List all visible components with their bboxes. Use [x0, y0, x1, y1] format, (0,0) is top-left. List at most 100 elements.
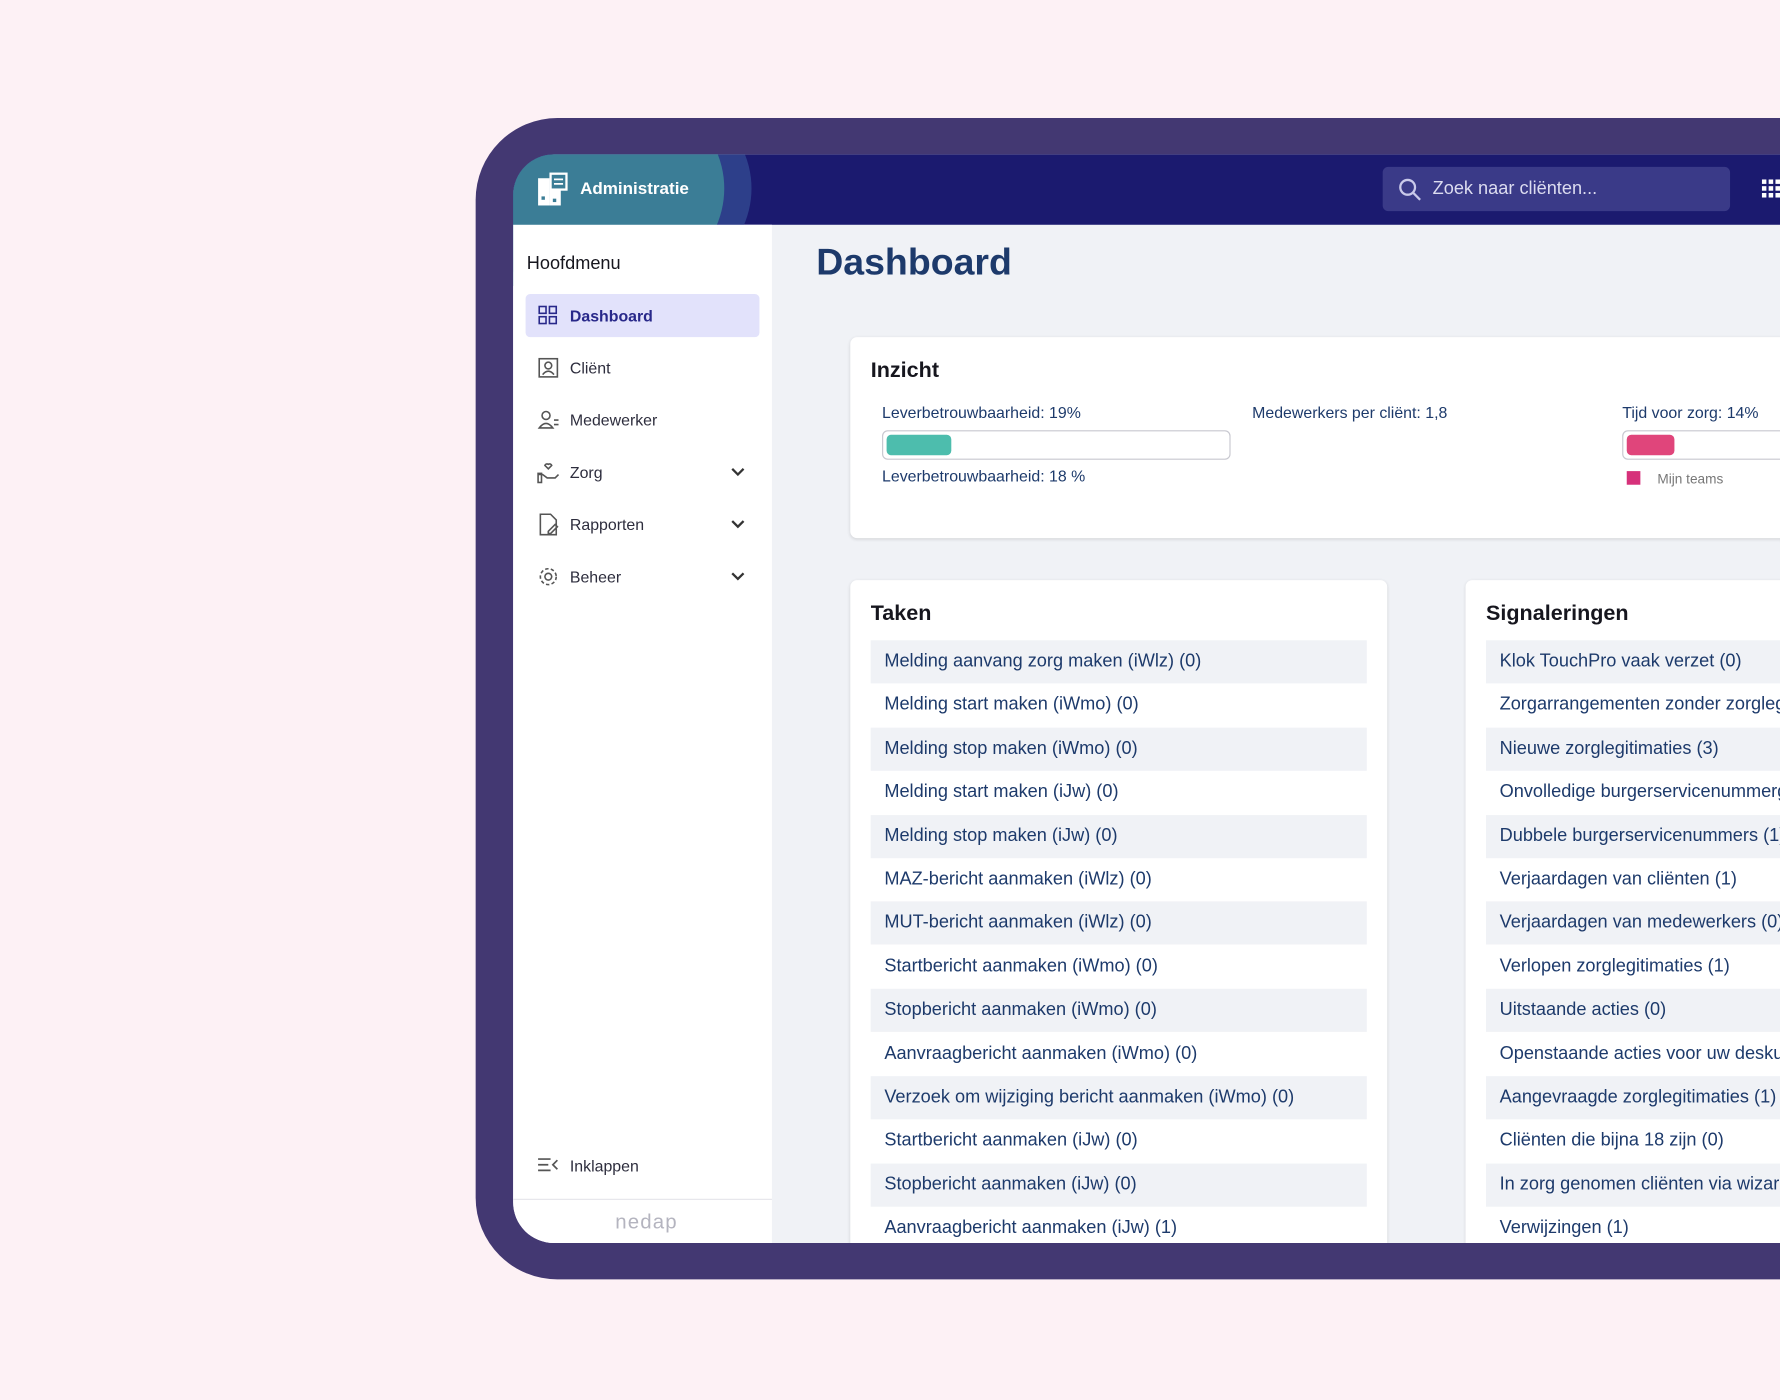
metric-label: Medewerkers per cliënt: 1,8	[1252, 402, 1448, 422]
collapse-icon	[538, 1158, 558, 1172]
nav-label: Dashboard	[569, 306, 653, 325]
nav-item[interactable]: Cliënt	[526, 346, 760, 389]
signal-link[interactable]: Uitstaande acties (0)	[1499, 1000, 1667, 1020]
insight-card: Inzicht Leverbetrouwbaarheid: 19% Leverbe…	[850, 337, 1780, 539]
signal-link[interactable]: Onvolledige burgerservicenummerg	[1499, 782, 1780, 802]
signal-link[interactable]: Klok TouchPro vaak verzet (0)	[1499, 651, 1742, 671]
list-row: Startbericht aanmaken (iWmo) (0)	[871, 945, 1367, 988]
list-row: Nieuwe zorglegitimaties (3)	[1485, 727, 1780, 771]
list-row: Cliënten die bijna 18 zijn (0)	[1486, 1120, 1780, 1163]
apps-icon[interactable]	[1761, 179, 1780, 202]
nav-icon	[537, 410, 559, 429]
metric-label: Leverbetrouwbaarheid: 19%	[882, 402, 1081, 422]
progress-track	[882, 430, 1231, 460]
nav-item[interactable]: Rapporten	[526, 503, 760, 546]
list-row: Uitstaande acties (0)	[1485, 988, 1780, 1033]
chevron[interactable]	[730, 571, 746, 582]
task-link[interactable]: Verzoek om wijziging bericht aanmaken (i…	[884, 1087, 1295, 1107]
task-link[interactable]: Melding aanvang zorg maken (iWlz) (0)	[884, 651, 1202, 671]
list-row: Verlopen zorglegitimaties (1)	[1486, 945, 1780, 988]
task-link[interactable]: Stopbericht aanmaken (iWmo) (0)	[884, 1000, 1157, 1020]
task-link[interactable]: Startbericht aanmaken (iJw) (0)	[884, 1131, 1138, 1151]
legend-label: Mijn teams	[1657, 471, 1724, 488]
top-bar: Administratie Zoek naar cliënten...	[513, 154, 1780, 302]
task-link[interactable]: Startbericht aanmaken (iWmo) (0)	[884, 956, 1158, 977]
list-row: MUT-bericht aanmaken (iWlz) (0)	[870, 901, 1367, 945]
task-link[interactable]: Aanvraagbericht aanmaken (iJw) (1)	[884, 1218, 1178, 1238]
nav-label: Beheer	[569, 567, 622, 586]
signal-link[interactable]: Verjaardagen van medewerkers (0)	[1499, 913, 1780, 933]
app-name: Administratie	[580, 179, 689, 199]
list-row: Startbericht aanmaken (iJw) (0)	[871, 1120, 1367, 1163]
nav-icon	[538, 357, 559, 378]
signals-card: Signaleringen Klok TouchPro vaak verzet …	[1465, 580, 1780, 1244]
task-link[interactable]: Melding start maken (iJw) (0)	[884, 782, 1119, 802]
nav-item[interactable]: Dashboard	[525, 294, 760, 338]
signal-link[interactable]: Zorgarrangementen zonder zorglegi	[1499, 695, 1780, 715]
divider	[513, 1198, 772, 1200]
nav-item[interactable]: Zorg	[526, 451, 760, 494]
task-link[interactable]: Stopbericht aanmaken (iJw) (0)	[884, 1174, 1137, 1195]
collapse-label[interactable]: Inklappen	[569, 1156, 639, 1175]
nav-label: Zorg	[569, 463, 603, 482]
chevron[interactable]	[730, 467, 746, 478]
list-row: Stopbericht aanmaken (iWmo) (0)	[870, 988, 1367, 1033]
app-icon	[538, 172, 568, 206]
task-link[interactable]: Melding start maken (iWmo) (0)	[884, 695, 1139, 715]
signal-link[interactable]: In zorg genomen cliënten via wizard	[1499, 1174, 1780, 1195]
list-row: Dubbele burgerservicenummers (1)	[1485, 814, 1780, 858]
list-row: Verjaardagen van cliënten (1)	[1486, 858, 1780, 901]
list-row: Verzoek om wijziging bericht aanmaken (i…	[870, 1076, 1367, 1120]
nav-icon	[537, 463, 560, 484]
progress-track	[1622, 430, 1780, 460]
list-row: Onvolledige burgerservicenummerg	[1486, 771, 1780, 814]
list-row: Melding start maken (iWmo) (0)	[871, 684, 1367, 727]
search-icon	[1399, 178, 1421, 201]
nav-item[interactable]: Medewerker	[526, 398, 760, 441]
brand: nedap	[615, 1210, 678, 1233]
card-title: Signaleringen	[1485, 601, 1629, 626]
signal-link[interactable]: Nieuwe zorglegitimaties (3)	[1499, 738, 1719, 759]
nav-item[interactable]: Beheer	[526, 555, 760, 598]
task-link[interactable]: MUT-bericht aanmaken (iWlz) (0)	[884, 913, 1152, 933]
list-row: Stopbericht aanmaken (iJw) (0)	[870, 1163, 1367, 1207]
list-row: MAZ-bericht aanmaken (iWlz) (0)	[871, 858, 1367, 901]
sidebar: Hoofdmenu Dashboard Cliënt Medewerker Zorg R…	[513, 224, 772, 1244]
task-link[interactable]: Aanvraagbericht aanmaken (iWmo) (0)	[884, 1043, 1198, 1064]
signal-link[interactable]: Verlopen zorglegitimaties (1)	[1499, 956, 1730, 977]
nav-label: Cliënt	[569, 358, 611, 377]
list-row: Zorgarrangementen zonder zorglegi	[1486, 684, 1780, 727]
search-box[interactable]: Zoek naar cliënten...	[1382, 166, 1731, 212]
nav-label: Rapporten	[569, 515, 645, 534]
list-row: Aanvraagbericht aanmaken (iJw) (1)	[871, 1207, 1367, 1243]
signal-link[interactable]: Aangevraagde zorglegitimaties (1)	[1499, 1087, 1777, 1107]
card-title: Inzicht	[870, 358, 940, 383]
task-link[interactable]: Melding stop maken (iJw) (0)	[884, 825, 1118, 846]
list-row: Melding stop maken (iJw) (0)	[870, 814, 1367, 858]
screen: Administratie Zoek naar cliënten... Hoof…	[513, 154, 1780, 1244]
progress-bar	[1626, 434, 1675, 456]
signal-link[interactable]: Verwijzingen (1)	[1499, 1218, 1629, 1238]
task-link[interactable]: MAZ-bericht aanmaken (iWlz) (0)	[884, 869, 1152, 889]
metric-label: Tijd voor zorg: 14%	[1622, 402, 1759, 422]
signal-link[interactable]: Cliënten die bijna 18 zijn (0)	[1499, 1131, 1724, 1151]
legend-swatch	[1626, 471, 1641, 485]
progress-bar	[886, 434, 952, 456]
nav-icon	[539, 513, 559, 536]
signal-link[interactable]: Dubbele burgerservicenummers (1)	[1499, 825, 1780, 846]
list-row: In zorg genomen cliënten via wizard	[1485, 1163, 1780, 1207]
signal-link[interactable]: Verjaardagen van cliënten (1)	[1499, 869, 1737, 889]
chevron[interactable]	[730, 519, 746, 530]
signal-link[interactable]: Openstaande acties voor uw deskun	[1499, 1043, 1780, 1064]
list-row: Melding aanvang zorg maken (iWlz) (0)	[870, 640, 1367, 684]
list-row: Klok TouchPro vaak verzet (0)	[1485, 640, 1780, 684]
list-row: Verjaardagen van medewerkers (0)	[1485, 901, 1780, 945]
nav-icon	[538, 305, 558, 325]
metric-note: Leverbetrouwbaarheid: 18 %	[882, 466, 1086, 485]
list-row: Openstaande acties voor uw deskun	[1486, 1033, 1780, 1076]
task-link[interactable]: Melding stop maken (iWmo) (0)	[884, 738, 1138, 759]
menu-title: Hoofdmenu	[526, 254, 621, 274]
nav-icon	[539, 567, 558, 586]
card-title: Taken	[870, 601, 932, 626]
